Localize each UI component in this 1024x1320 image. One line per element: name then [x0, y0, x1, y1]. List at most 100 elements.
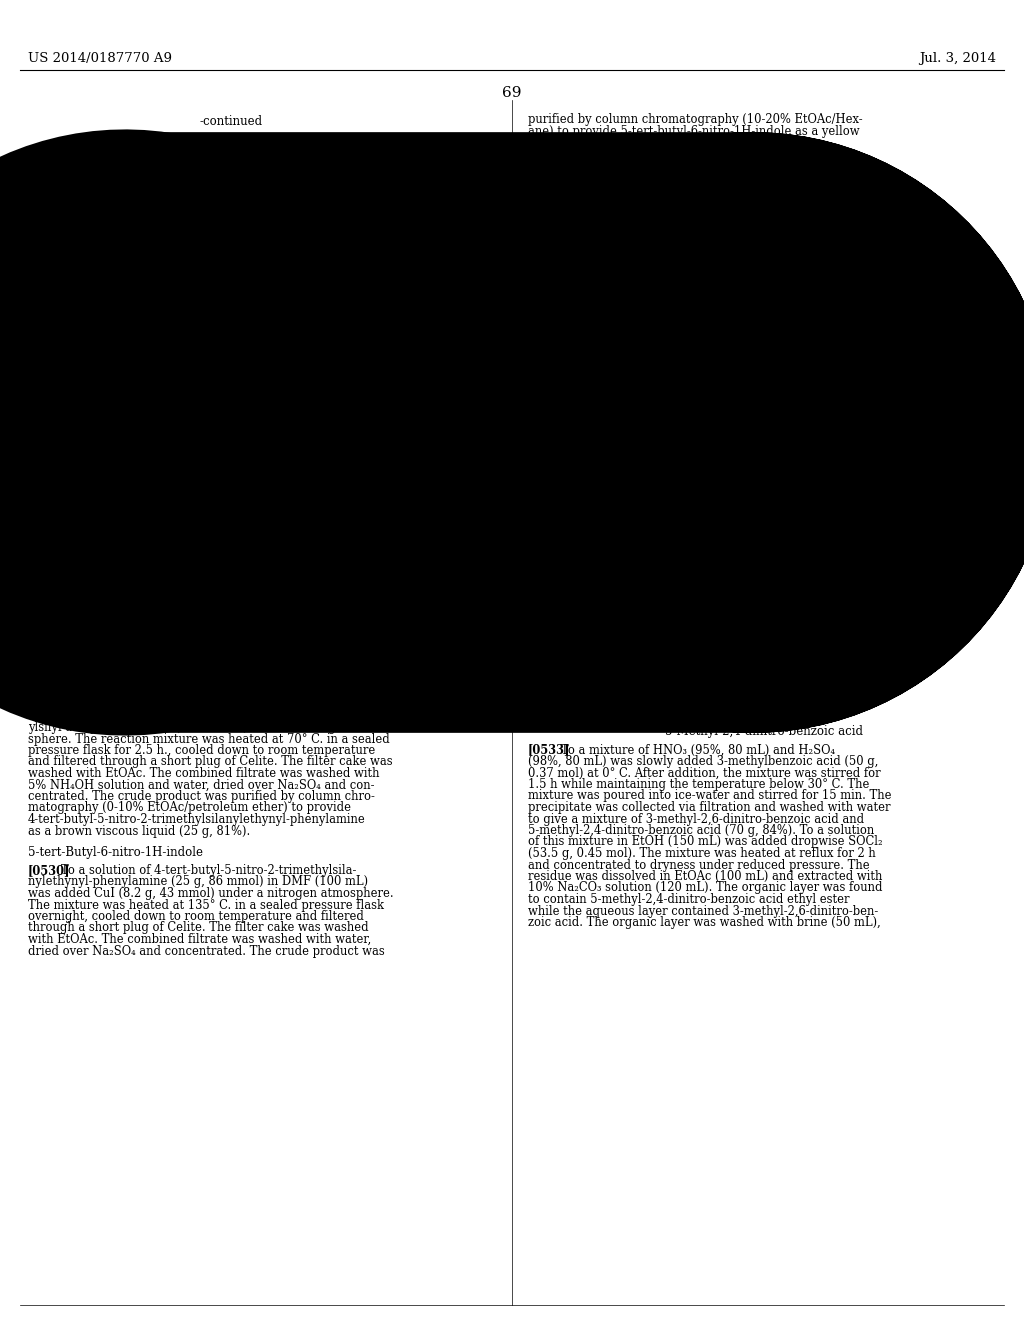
Text: 0.37 mol) at 0° C. After addition, the mixture was stirred for: 0.37 mol) at 0° C. After addition, the m…: [528, 767, 881, 780]
Text: [0527]: [0527]: [28, 366, 71, 379]
Text: H₂: H₂: [725, 549, 739, 558]
Text: N: N: [888, 356, 897, 366]
Text: mixture was poured into ice-water and stirred for 15 min. The: mixture was poured into ice-water and st…: [528, 789, 892, 803]
Text: CH₃: CH₃: [902, 342, 922, 351]
Text: To a solution of 4-tert-butyl-5-nitro-2-trimethylsila-: To a solution of 4-tert-butyl-5-nitro-2-…: [61, 865, 356, 876]
Text: (53.5 g, 0.45 mol). The mixture was heated at reflux for 2 h: (53.5 g, 0.45 mol). The mixture was heat…: [528, 847, 876, 861]
Text: nylethynyl-phenylamine (25 g, 86 mmol) in DMF (100 mL): nylethynyl-phenylamine (25 g, 86 mmol) i…: [28, 875, 368, 888]
Text: B-24: B-24: [250, 227, 280, 240]
Text: CH₃: CH₃: [902, 364, 922, 374]
Text: dried over Na₂SO₄ and concentrated. The crude product was: dried over Na₂SO₄ and concentrated. The …: [28, 945, 385, 957]
Text: [0528]: [0528]: [28, 486, 71, 499]
Text: mol) in DMF (500 mL) at room temperature. Upon comple-: mol) in DMF (500 mL) at room temperature…: [28, 389, 374, 403]
Text: -continued: -continued: [200, 115, 263, 128]
Text: H₂N: H₂N: [639, 636, 664, 649]
Text: (98%, 80 mL) was slowly added 3-methylbenzoic acid (50 g,: (98%, 80 mL) was slowly added 3-methylbe…: [528, 755, 879, 768]
Text: temperature was maintained between −5 to −10° C. Upon: temperature was maintained between −5 to…: [28, 544, 371, 557]
Text: washed with EtOAc. The combined filtrate was washed with: washed with EtOAc. The combined filtrate…: [28, 767, 380, 780]
Text: Jul. 3, 2014: Jul. 3, 2014: [919, 51, 996, 65]
Text: Na₂SO₄ and concentrated. The crude dark brown viscous oil: Na₂SO₄ and concentrated. The crude dark …: [528, 219, 881, 232]
Text: 4-tert-Butyl-5-nitro-2-trimethylsilanylethynyl-pheny-: 4-tert-Butyl-5-nitro-2-trimethylsilanyle…: [28, 645, 337, 659]
Text: N: N: [673, 535, 682, 544]
Text: cooled down to −5 to −10° C. A solution of KNO₃ (82.5 g,: cooled down to −5 to −10° C. A solution …: [28, 520, 365, 533]
Text: 5-Methyl-2,4-dinitro-benzoic acid: 5-Methyl-2,4-dinitro-benzoic acid: [665, 726, 863, 738]
Text: water, brine, dried over Na₂SO₄ and concentrated. The crude: water, brine, dried over Na₂SO₄ and conc…: [28, 424, 387, 437]
Text: tography (EtOAc/petroleum ether 1/10) to give 2-bromo-4-: tography (EtOAc/petroleum ether 1/10) to…: [28, 601, 370, 614]
Text: mol) in DMF (500 mL) was added dropwise NBS (531 g, 3: mol) in DMF (500 mL) was added dropwise …: [28, 378, 368, 391]
Text: tert-butyl-5-nitro-phenylamine as a yellow solid (152 g,: tert-butyl-5-nitro-phenylamine as a yell…: [28, 612, 349, 626]
Text: through a short plug of Celite. The filter cake was washed: through a short plug of Celite. The filt…: [28, 921, 369, 935]
Text: To a mixture of HNO₃ (95%, 80 mL) and H₂SO₄: To a mixture of HNO₃ (95%, 80 mL) and H₂…: [561, 743, 835, 756]
Text: The catalyst was filtered off. The filtrate was dried over: The catalyst was filtered off. The filtr…: [528, 209, 854, 220]
Text: Example 4: Example 4: [732, 301, 796, 314]
Text: US 2014/0187770 A9: US 2014/0187770 A9: [28, 51, 172, 65]
Text: was added CuI (8.2 g, 43 mmol) under a nitrogen atmosphere.: was added CuI (8.2 g, 43 mmol) under a n…: [28, 887, 393, 900]
Text: nylamine (27.3 g, 100 mmol) in toluene (200 mL) and water: nylamine (27.3 g, 100 mmol) in toluene (…: [28, 686, 378, 700]
Text: 2-Bromo-4-tert-butyl-phenylamine (162 g, 0.71: 2-Bromo-4-tert-butyl-phenylamine (162 g,…: [61, 486, 334, 499]
Text: to give a mixture of 3-methyl-2,6-dinitro-benzoic acid and: to give a mixture of 3-methyl-2,6-dinitr…: [528, 813, 864, 825]
Text: EtO₂C: EtO₂C: [581, 528, 611, 537]
Text: CO₂H: CO₂H: [612, 379, 642, 387]
Text: CO₂Et: CO₂Et: [663, 458, 693, 467]
Text: sphere. The reaction mixture was heated at 70° C. in a sealed: sphere. The reaction mixture was heated …: [28, 733, 390, 746]
Text: precipitate was collected via filtration and washed with water: precipitate was collected via filtration…: [528, 801, 891, 814]
Text: [0529]: [0529]: [28, 675, 71, 688]
Text: 1H), 6.1 (m, 1H), 4.4 (br s, 2H), 1.3 (s, 9H).: 1H), 6.1 (m, 1H), 4.4 (br s, 2H), 1.3 (s…: [528, 277, 781, 290]
Text: 78%).: 78%).: [28, 624, 61, 638]
Text: product was directly used in the next step without further: product was directly used in the next st…: [28, 436, 368, 447]
Text: [0532]: [0532]: [528, 318, 570, 331]
Text: mol) was added dropwise to H₂SO₄ (410 mL) at room tem-: mol) was added dropwise to H₂SO₄ (410 mL…: [28, 498, 369, 511]
Text: solid (12.9 g, 69%).: solid (12.9 g, 69%).: [528, 136, 642, 149]
Text: 0.82 mol) in H₂SO₄ (410 mL) was added dropwise while the: 0.82 mol) in H₂SO₄ (410 mL) was added dr…: [28, 532, 376, 545]
Text: 10% Na₂CO₃ solution (120 mL). The organic layer was found: 10% Na₂CO₃ solution (120 mL). The organi…: [528, 882, 883, 895]
Text: to contain 5-methyl-2,4-dinitro-benzoic acid ethyl ester: to contain 5-methyl-2,4-dinitro-benzoic …: [528, 894, 850, 906]
Text: 2-Bromo-4-tert-butyl-5-nitro-phenylamine: 2-Bromo-4-tert-butyl-5-nitro-phenylamine: [28, 469, 275, 480]
Text: To a solution of 4-tert-butyl-phenylamine (447 g, 3: To a solution of 4-tert-butyl-phenylamin…: [61, 366, 354, 379]
Text: H₂N: H₂N: [208, 210, 234, 223]
Text: DMSO-d6) δ 10.3 (br s, 1H), 7.2 (s, 1H), 6.9 (m, 1H), 6.6 (s,: DMSO-d6) δ 10.3 (br s, 1H), 7.2 (s, 1H),…: [528, 265, 876, 279]
Text: [0530]: [0530]: [28, 865, 71, 876]
Text: tion, the reaction mixture was diluted with water and: tion, the reaction mixture was diluted w…: [28, 400, 341, 413]
Text: O₂N: O₂N: [582, 451, 603, 459]
Text: O₂N: O₂N: [569, 541, 590, 550]
Text: NO₂: NO₂: [616, 531, 637, 539]
Text: H: H: [687, 661, 697, 675]
Text: purified by column chromatography (10-20% EtOAc/Hex-: purified by column chromatography (10-20…: [528, 114, 862, 125]
Text: 1H-indole (14.7 g, 67 mmol) in methanol (100 mL). The: 1H-indole (14.7 g, 67 mmol) in methanol …: [528, 185, 852, 198]
Text: and extracted with EtOAc. The combined organic layers were: and extracted with EtOAc. The combined o…: [28, 566, 389, 579]
Text: 5-tert-Butyl-6-nitro-1H-indole: 5-tert-Butyl-6-nitro-1H-indole: [28, 846, 203, 859]
Text: [0531]: [0531]: [528, 173, 570, 186]
Text: extracted with EtOAc. The organic layer was washed with: extracted with EtOAc. The organic layer …: [28, 412, 368, 425]
Text: washed with 5% Na₂CO₃ and brine, dried over Na₂SO₄ and: washed with 5% Na₂CO₃ and brine, dried o…: [28, 578, 372, 591]
Text: Raney Ni (3 g) was added to 5-tert-butyl-6-nitro-: Raney Ni (3 g) was added to 5-tert-butyl…: [561, 173, 845, 186]
Text: (100 mL) was added Et₃N (27.9 mL, 200 mmol), Pd(PPh₃): (100 mL) was added Et₃N (27.9 mL, 200 mm…: [28, 698, 364, 711]
Text: ane) to provide 5-tert-butyl-6-nitro-1H-indole as a yellow: ane) to provide 5-tert-butyl-6-nitro-1H-…: [528, 124, 859, 137]
Text: H: H: [262, 244, 272, 257]
Text: DMF: DMF: [755, 441, 781, 450]
Text: centrated. The crude product was purified by column chro-: centrated. The crude product was purifie…: [28, 789, 375, 803]
Text: while the aqueous layer contained 3-methyl-2,6-dinitro-ben-: while the aqueous layer contained 3-meth…: [528, 904, 879, 917]
Text: To a mixture of 2-bromo-4-tert-butyl-5-nitro-phe-: To a mixture of 2-bromo-4-tert-butyl-5-n…: [61, 675, 344, 688]
Text: 2. SOCl₂, EtOH: 2. SOCl₂, EtOH: [648, 384, 725, 392]
Text: EtO₂C: EtO₂C: [615, 651, 647, 660]
Text: 5% NH₄OH solution and water, dried over Na₂SO₄ and con-: 5% NH₄OH solution and water, dried over …: [28, 779, 375, 792]
Text: 1.5 h while maintaining the temperature below 30° C. The: 1.5 h while maintaining the temperature …: [528, 777, 869, 791]
Text: [0533]: [0533]: [528, 743, 570, 756]
Text: CH₃: CH₃: [689, 521, 710, 531]
Text: concentrated. The residue was purified by a column chroma-: concentrated. The residue was purified b…: [28, 590, 384, 602]
Text: The mixture was heated at 135° C. in a sealed pressure flask: The mixture was heated at 135° C. in a s…: [28, 899, 384, 912]
Text: with EtOAc. The combined filtrate was washed with water,: with EtOAc. The combined filtrate was wa…: [28, 933, 372, 946]
Text: 2-Bromo-4-tert-butyl-phenylamine: 2-Bromo-4-tert-butyl-phenylamine: [28, 348, 231, 360]
Text: B-24; 5-tert-Butyl-1H-indol-6-ylamine: B-24; 5-tert-Butyl-1H-indol-6-ylamine: [653, 156, 874, 169]
Text: (B-24) as a gray solid (11 g, 87%). ¹H NMR (300 MHz,: (B-24) as a gray solid (11 g, 87%). ¹H N…: [528, 253, 846, 267]
Text: 4-tert-butyl-5-nitro-2-trimethylsilanylethynyl-phenylamine: 4-tert-butyl-5-nitro-2-trimethylsilanyle…: [28, 813, 366, 826]
Text: O: O: [845, 378, 853, 387]
Text: NO₂: NO₂: [629, 440, 650, 449]
Text: completion, the reaction mixture was poured into ice/water: completion, the reaction mixture was pou…: [28, 554, 376, 568]
Text: petroleum ether) to give 5-tert-butyl-1H-indol-6-ylamine: petroleum ether) to give 5-tert-butyl-1H…: [528, 243, 856, 256]
Text: pressure flask for 2.5 h., cooled down to room temperature: pressure flask for 2.5 h., cooled down t…: [28, 744, 375, 756]
Text: purification.: purification.: [28, 446, 99, 459]
Text: as a brown viscous liquid (25 g, 81%).: as a brown viscous liquid (25 g, 81%).: [28, 825, 250, 837]
Text: O: O: [845, 352, 853, 360]
Text: and filtered through a short plug of Celite. The filter cake was: and filtered through a short plug of Cel…: [28, 755, 392, 768]
